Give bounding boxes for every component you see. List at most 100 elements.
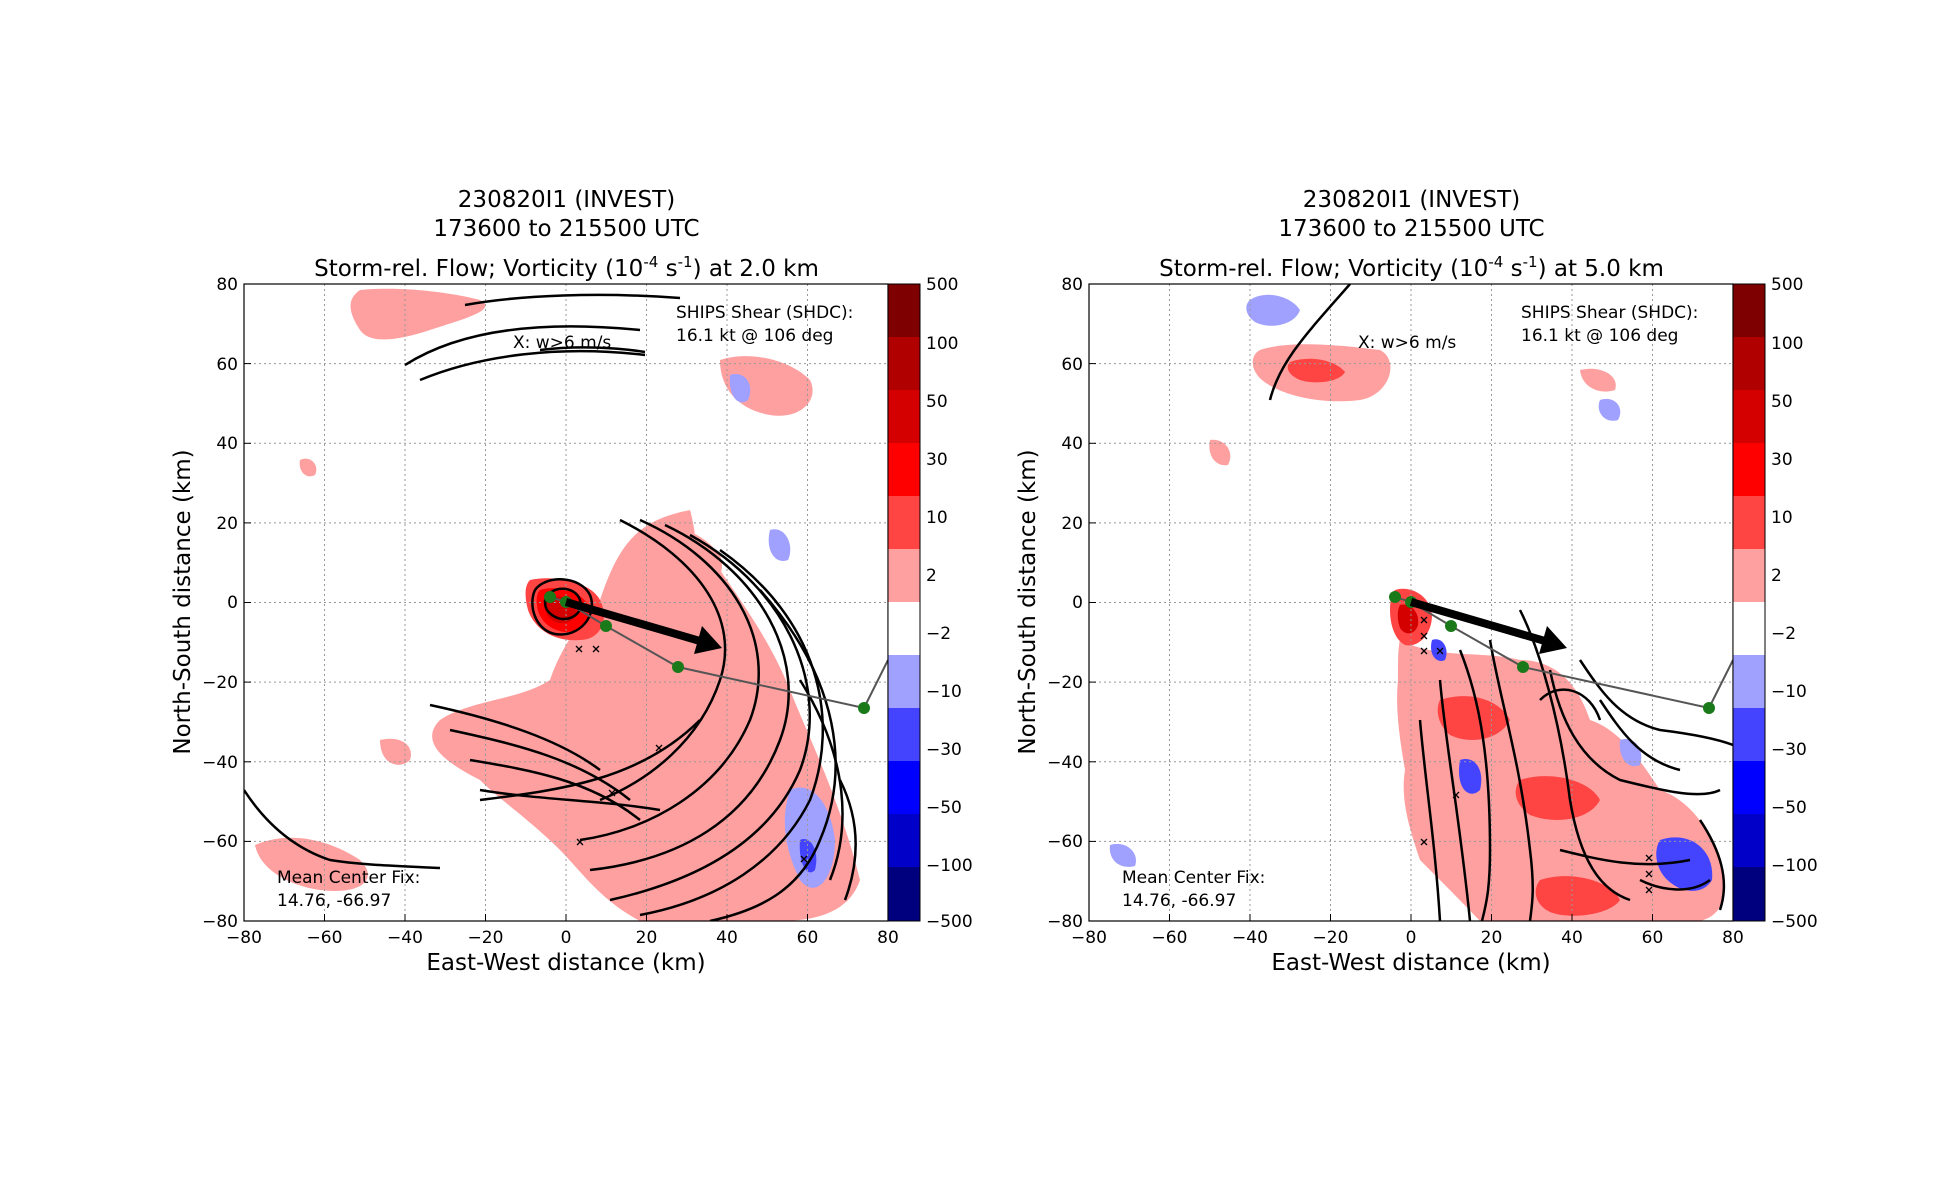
left-xtick: −60	[307, 928, 343, 948]
right-cb-swatch	[1733, 761, 1765, 814]
left-streamline-arc7	[798, 679, 844, 881]
left-updraft-x-1	[575, 645, 583, 653]
left-updraft-x-3	[655, 744, 663, 752]
left-xtick: 60	[797, 928, 819, 948]
left-streamline-s1	[429, 703, 601, 772]
right-vort-neg-sw	[1109, 843, 1136, 867]
left-xtick: −80	[226, 928, 262, 948]
left-streamline-core2	[531, 578, 593, 636]
left-streamline-arc1	[599, 518, 727, 802]
left-xtick-labels: −80 −60 −40 −20 0 20 40 60 80	[226, 928, 899, 948]
left-streamline-arc2	[579, 518, 760, 842]
left-streamline-n2	[404, 325, 641, 367]
left-cb-label: −30	[926, 740, 962, 760]
left-cb-swatch	[888, 814, 920, 867]
left-cb-swatch	[888, 867, 920, 921]
right-streamline-1	[1418, 719, 1442, 921]
right-center-track	[1389, 591, 1734, 714]
right-updraft-x-6	[1420, 838, 1428, 846]
right-updraft-x-3	[1420, 647, 1428, 655]
left-ytick: 40	[216, 434, 238, 454]
right-vort-neg-s1	[1459, 759, 1482, 794]
left-cb-swatch	[888, 761, 920, 814]
right-title-line1: 230820I1 (INVEST)	[1302, 187, 1521, 213]
right-shear-arrow-shaft	[1409, 598, 1547, 645]
left-xtick: 0	[561, 928, 572, 948]
left-ytick: 80	[216, 275, 238, 295]
left-cb-frame	[887, 283, 921, 922]
left-xtick: 80	[877, 928, 899, 948]
left-title-end: ) at 2.0 km	[692, 256, 819, 282]
left-streamline-s3	[469, 758, 641, 821]
right-cb-label: 50	[1771, 392, 1793, 412]
left-center-label-2: 14.76, -66.97	[277, 891, 391, 911]
left-fix-point-4	[672, 661, 684, 673]
right-center-label-2: 14.76, -66.97	[1122, 891, 1236, 911]
left-cb-labels: 500 100 50 30 10 2 −2 −10 −30 −50 −100 −…	[926, 275, 973, 932]
left-streamline-core1	[543, 587, 583, 621]
right-vort-neg-ne	[1598, 398, 1621, 421]
left-ytick: 0	[227, 593, 238, 613]
left-cb-label: 10	[926, 508, 948, 528]
right-vort-core-inner	[1397, 604, 1419, 634]
right-streamline-4	[1488, 639, 1534, 921]
right-fix-point-3	[1445, 620, 1457, 632]
right-xtick: 0	[1406, 928, 1417, 948]
right-xlabel: East-West distance (km)	[1271, 950, 1550, 976]
right-streamline-10	[1698, 819, 1726, 911]
left-ylabel: North-South distance (km)	[170, 449, 196, 754]
left-title-main: Storm-rel. Flow; Vorticity (10	[314, 256, 644, 282]
left-cb-label: −50	[926, 798, 962, 818]
left-streamline-n4	[539, 346, 646, 354]
left-gridlines	[244, 284, 888, 921]
right-updraft-markers	[1420, 616, 1653, 894]
right-cb-swatch	[1733, 708, 1765, 761]
right-cb-label: −30	[1771, 740, 1807, 760]
right-xtick: 60	[1642, 928, 1664, 948]
right-cb-label: 10	[1771, 508, 1793, 528]
left-cb-swatch	[888, 443, 920, 496]
left-center-track	[544, 591, 889, 714]
left-title-line3: Storm-rel. Flow; Vorticity (10-4 s-1) at…	[244, 248, 889, 284]
left-streamline-sw	[244, 789, 441, 870]
left-xtick: 40	[716, 928, 738, 948]
right-updraft-x-4	[1436, 647, 1444, 655]
left-ytick: −60	[202, 832, 238, 852]
left-cb-swatch	[888, 602, 920, 655]
left-cb-swatch	[888, 284, 920, 337]
left-plot: X: w>6 m/s SHIPS Shear (SHDC): 16.1 kt @…	[170, 275, 973, 976]
right-vort-region-s-core3	[1535, 876, 1620, 916]
right-updraft-x-1	[1420, 616, 1428, 624]
right-title-end: ) at 5.0 km	[1537, 256, 1664, 282]
right-ytick: 80	[1061, 275, 1083, 295]
left-cb-label: 2	[926, 566, 937, 586]
right-ytick-labels: 80 60 40 20 0 −20 −40 −60 −80	[1047, 275, 1083, 932]
left-vort-region-n	[350, 288, 486, 340]
right-cb-label: −2	[1771, 624, 1796, 644]
right-vort-region-s-core2	[1515, 776, 1600, 820]
right-gridlines	[1089, 284, 1733, 921]
right-cb-label: 2	[1771, 566, 1782, 586]
right-xtick: 20	[1481, 928, 1503, 948]
right-xtick: −60	[1152, 928, 1188, 948]
right-fix-point-1	[1389, 591, 1401, 603]
left-vort-region-sw	[255, 837, 368, 891]
left-cb-swatch	[888, 337, 920, 390]
right-cb-label: −10	[1771, 682, 1807, 702]
right-title-line3: Storm-rel. Flow; Vorticity (10-4 s-1) at…	[1089, 248, 1734, 284]
right-cb-swatch	[1733, 602, 1765, 655]
left-title-exp1: -4	[643, 253, 659, 271]
right-ylabel: North-South distance (km)	[1015, 449, 1041, 754]
right-ytick: 20	[1061, 514, 1083, 534]
right-cb-swatch	[1733, 814, 1765, 867]
right-shear-label-1: SHIPS Shear (SHDC):	[1521, 303, 1698, 323]
left-streamline-arc6	[709, 589, 837, 921]
right-panel-title: 230820I1 (INVEST) 173600 to 215500 UTC S…	[1089, 186, 1734, 284]
right-xtick: 80	[1722, 928, 1744, 948]
right-center-label-1: Mean Center Fix:	[1122, 868, 1265, 888]
right-cb-swatch	[1733, 390, 1765, 443]
right-streamline-5	[1518, 609, 1631, 902]
left-updraft-legend: X: w>6 m/s	[513, 333, 611, 353]
right-plot: X: w>6 m/s SHIPS Shear (SHDC): 16.1 kt @…	[1015, 275, 1818, 976]
left-fix-point-1	[544, 591, 556, 603]
